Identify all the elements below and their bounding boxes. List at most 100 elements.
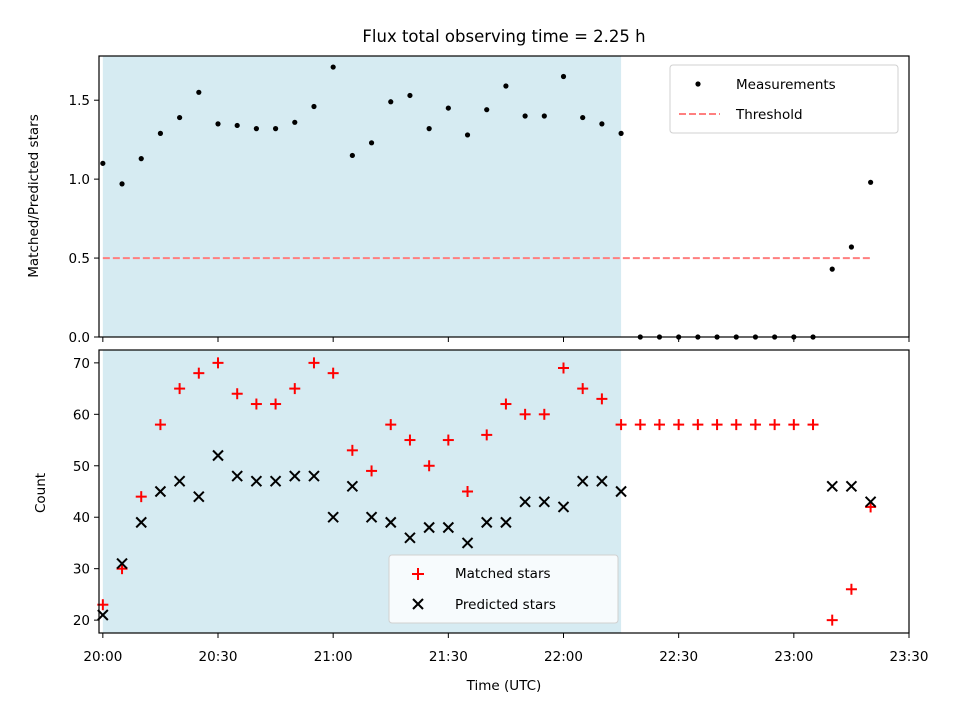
matched-point — [538, 408, 550, 420]
count-xtick-label: 22:30 — [659, 649, 698, 665]
predicted-point — [212, 449, 224, 462]
predicted-point — [538, 496, 551, 508]
matched-point — [308, 357, 320, 369]
ratio-ytick-label: 1.0 — [69, 172, 90, 188]
measurement-point — [407, 92, 413, 99]
predicted-point — [135, 516, 147, 529]
ratio-ytick-label: 0.0 — [69, 330, 90, 346]
predicted-point — [826, 480, 838, 493]
predicted-point — [596, 475, 608, 487]
count-xtick-label: 23:30 — [890, 649, 929, 665]
matched-point — [596, 393, 608, 405]
predicted-point — [461, 537, 474, 549]
measurement-point — [272, 126, 279, 132]
matched-point — [865, 501, 877, 513]
matched-point — [826, 614, 838, 626]
matched-point — [327, 367, 339, 379]
count-xtick-label: 20:30 — [199, 649, 238, 665]
measurement-point — [541, 113, 547, 119]
matched-point — [385, 419, 397, 431]
predicted-point — [231, 470, 243, 482]
measurement-point — [311, 103, 317, 110]
count-ytick-label: 70 — [73, 356, 90, 372]
measurement-point — [368, 140, 375, 146]
predicted-point — [154, 485, 167, 498]
measurement-point — [292, 119, 298, 125]
panel-ratio: 0.0 0.5 1.0 1.5 Matched/Predicted stars Mea… — [26, 55, 910, 346]
matched-point — [749, 419, 761, 431]
count-xtick-label: 20:00 — [83, 649, 122, 665]
matched-point — [346, 444, 358, 456]
legend-predicted-label: Predicted stars — [455, 597, 556, 613]
matched-point — [788, 419, 800, 431]
matched-point — [500, 398, 512, 410]
measurement-point — [618, 130, 624, 136]
measurement-point — [177, 114, 183, 121]
predicted-point — [116, 557, 128, 570]
legend-measurements-label: Measurements — [736, 77, 836, 93]
matched-point — [442, 434, 454, 446]
matched-point — [154, 419, 166, 431]
legend-measurements-marker — [695, 81, 701, 87]
matched-point — [634, 419, 646, 431]
panel-counts-marks — [97, 357, 877, 626]
count-ytick-label: 20 — [73, 613, 90, 629]
measurement-point — [119, 181, 125, 187]
measurement-point — [868, 179, 874, 185]
figure-title: Flux total observing time = 2.25 h — [362, 27, 645, 46]
legend-matched-marker — [412, 568, 424, 580]
matched-point — [270, 398, 282, 410]
matched-point — [135, 491, 147, 503]
matched-point — [174, 383, 186, 395]
matched-point — [519, 408, 531, 420]
count-xtick-label: 23:00 — [774, 649, 813, 665]
predicted-point — [289, 470, 301, 482]
matched-point — [711, 419, 723, 431]
matched-point — [423, 460, 435, 472]
measurement-point — [503, 83, 509, 89]
predicted-point — [481, 516, 493, 529]
panel-counts-ylabel: Count — [33, 473, 49, 513]
measurement-point — [234, 122, 240, 129]
legend-matched-label: Matched stars — [455, 566, 551, 582]
matched-point — [653, 419, 665, 431]
legend-bottom: Matched stars Predicted stars — [388, 554, 619, 624]
count-xtick-label: 21:30 — [429, 649, 468, 665]
panel-ratio-frame — [98, 55, 910, 338]
legend-predicted-marker — [412, 598, 424, 610]
measurement-point — [388, 99, 394, 105]
predicted-point — [173, 475, 186, 487]
predicted-point — [308, 470, 320, 482]
panel-ratio-yticks: 0.0 0.5 1.0 1.5 — [69, 93, 99, 346]
matched-point — [558, 362, 570, 374]
measurement-point — [100, 160, 106, 166]
measurement-point — [848, 244, 855, 250]
measurement-point — [829, 266, 835, 272]
predicted-point — [365, 511, 378, 523]
matched-point — [730, 419, 742, 431]
panel-counts: 20 30 40 50 60 70 20:00 20:30 21:00 21:30 22:00 22… — [33, 349, 929, 694]
measurement-point — [599, 121, 605, 127]
count-ytick-label: 30 — [73, 562, 90, 578]
predicted-point — [423, 521, 435, 534]
matched-point — [404, 434, 416, 446]
matched-point — [289, 383, 301, 395]
panel-ratio-marks — [100, 64, 874, 340]
matched-point — [231, 388, 243, 400]
legend-bottom-box — [388, 554, 619, 624]
measurement-point — [138, 156, 144, 162]
predicted-point — [519, 496, 531, 508]
predicted-point — [864, 496, 877, 508]
panel-counts-yticks: 20 30 40 50 60 70 — [73, 356, 99, 629]
legend-top: Measurements Threshold — [669, 64, 899, 134]
predicted-point — [385, 516, 397, 529]
predicted-point — [500, 516, 512, 529]
measurement-point — [445, 105, 451, 111]
predicted-point — [327, 511, 339, 523]
measurement-point — [580, 114, 586, 121]
predicted-point — [193, 490, 205, 503]
matched-point — [845, 583, 857, 595]
legend-top-box — [669, 64, 899, 134]
count-xtick-label: 21:00 — [314, 649, 353, 665]
measurement-point — [215, 121, 221, 127]
